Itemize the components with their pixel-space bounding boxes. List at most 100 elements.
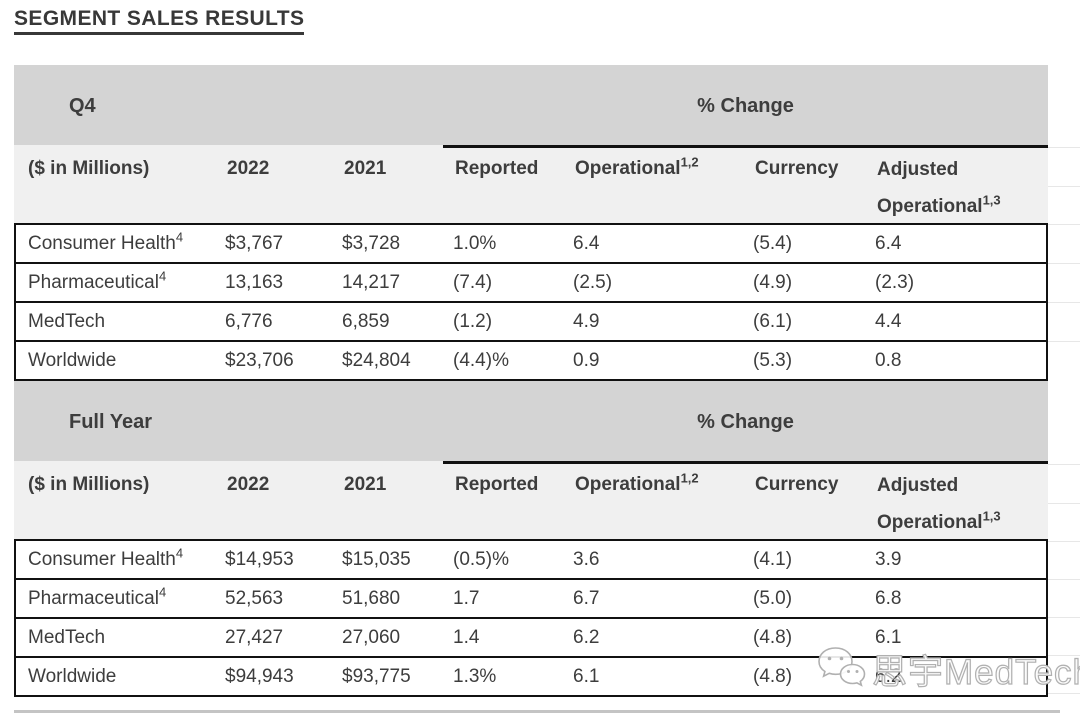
value-operational: 6.7 xyxy=(573,587,600,609)
value-currency: (5.0) xyxy=(753,587,793,609)
col-header-adjusted-operational: Adjusted Operational1,3 xyxy=(865,461,1048,541)
value-reported: 1.4 xyxy=(453,626,480,648)
row-label: Worldwide xyxy=(16,666,215,688)
value-2022: $94,943 xyxy=(225,665,294,687)
value-2022: $23,706 xyxy=(225,349,294,371)
col-header-2021: 2021 xyxy=(344,158,387,179)
percent-change-group-label: % Change xyxy=(697,95,794,117)
value-operational: 6.4 xyxy=(573,232,600,254)
value-2021: $15,035 xyxy=(342,548,411,570)
section-q4: Q4 % Change ($ in Millions) 2022 2021 Re… xyxy=(14,65,1048,381)
col-header-label: ($ in Millions) xyxy=(28,474,150,495)
gridline xyxy=(1048,541,1080,542)
value-adjusted-operational: 3.9 xyxy=(875,548,902,570)
gridline xyxy=(1048,579,1080,580)
next-section-rule xyxy=(14,710,1060,713)
value-2021: $3,728 xyxy=(342,232,401,254)
value-currency: (4.9) xyxy=(753,271,793,293)
col-header-operational: Operational1,2 xyxy=(563,145,743,225)
period-label: Q4 xyxy=(69,95,96,117)
footnote-ref: 4 xyxy=(175,229,184,245)
col-header-reported: Reported xyxy=(455,474,539,495)
segment-name: Worldwide xyxy=(28,349,117,371)
value-reported: (0.5)% xyxy=(453,548,509,570)
value-reported: (4.4)% xyxy=(453,349,509,371)
gridline xyxy=(1048,693,1080,694)
col-header-operational-text: Operational xyxy=(575,474,681,495)
table-row: Worldwide $23,706 $24,804 (4.4)% 0.9 (5.… xyxy=(16,342,1046,379)
footnote-ref: 4 xyxy=(175,545,184,561)
value-currency: (6.1) xyxy=(753,310,793,332)
value-reported: (1.2) xyxy=(453,310,493,332)
table-row: MedTech 27,427 27,060 1.4 6.2 (4.8) 6.1 xyxy=(16,619,1046,658)
gridline xyxy=(1048,655,1080,656)
value-operational: 6.2 xyxy=(573,626,600,648)
value-operational: 6.1 xyxy=(573,665,600,687)
col-header-currency: Currency xyxy=(755,474,839,495)
full-year-data-rows: Consumer Health4 $14,953 $15,035 (0.5)% … xyxy=(14,539,1048,697)
value-reported: 1.7 xyxy=(453,587,480,609)
change-group-rule xyxy=(443,461,1048,464)
value-currency: (5.3) xyxy=(753,349,793,371)
q4-band: Q4 % Change xyxy=(14,65,1048,145)
q4-data-rows: Consumer Health4 $3,767 $3,728 1.0% 6.4 … xyxy=(14,223,1048,381)
section-full-year: Full Year % Change ($ in Millions) 2022 … xyxy=(14,381,1048,697)
page-title: SEGMENT SALES RESULTS xyxy=(14,6,305,35)
gridline xyxy=(1048,617,1080,618)
value-2022: 6,776 xyxy=(225,310,273,332)
value-operational: 3.6 xyxy=(573,548,600,570)
col-header-2021: 2021 xyxy=(344,474,387,495)
gridline xyxy=(1048,147,1080,148)
change-group-rule xyxy=(443,145,1048,148)
segment-name: Pharmaceutical xyxy=(28,271,159,293)
table-row: Consumer Health4 $14,953 $15,035 (0.5)% … xyxy=(16,541,1046,580)
col-header-operational: Operational1,2 xyxy=(563,461,743,541)
table-row: Worldwide $94,943 $93,775 1.3% 6.1 (4.8)… xyxy=(16,658,1046,695)
segment-name: Pharmaceutical xyxy=(28,587,159,609)
footnote-ref: 1,3 xyxy=(982,192,1001,208)
value-reported: (7.4) xyxy=(453,271,493,293)
value-adjusted-operational: 0.8 xyxy=(875,349,902,371)
table-row: Consumer Health4 $3,767 $3,728 1.0% 6.4 … xyxy=(16,225,1046,264)
col-header-adjusted-line1: Adjusted xyxy=(877,475,959,496)
col-header-adjusted-text: Operational xyxy=(877,196,983,217)
footnote-ref: 1,3 xyxy=(982,508,1001,524)
footnote-ref: 1,2 xyxy=(680,470,699,486)
percent-change-group-label: % Change xyxy=(697,411,794,433)
gridline xyxy=(1048,302,1080,303)
full-year-band: Full Year % Change xyxy=(14,381,1048,461)
value-adjusted-operational: (2.3) xyxy=(875,271,915,293)
table-row: Pharmaceutical4 52,563 51,680 1.7 6.7 (5… xyxy=(16,580,1046,619)
table-row: Pharmaceutical4 13,163 14,217 (7.4) (2.5… xyxy=(16,264,1046,303)
value-2021: 51,680 xyxy=(342,587,401,609)
value-2021: 14,217 xyxy=(342,271,401,293)
col-header-operational-text: Operational xyxy=(575,158,681,179)
gridline xyxy=(1048,341,1080,342)
value-operational: (2.5) xyxy=(573,271,613,293)
col-header-adjusted-operational: Adjusted Operational1,3 xyxy=(865,145,1048,225)
col-header-reported: Reported xyxy=(455,158,539,179)
value-adjusted-operational: 4.4 xyxy=(875,310,902,332)
value-reported: 1.0% xyxy=(453,232,497,254)
col-header-currency: Currency xyxy=(755,158,839,179)
value-currency: (5.4) xyxy=(753,232,793,254)
segment-sales-table: Q4 % Change ($ in Millions) 2022 2021 Re… xyxy=(14,65,1048,697)
value-currency: (4.8) xyxy=(753,665,793,687)
gridline xyxy=(1048,263,1080,264)
row-label: Consumer Health4 xyxy=(16,230,215,255)
value-2021: $93,775 xyxy=(342,665,411,687)
segment-name: Consumer Health xyxy=(28,232,176,254)
value-2021: 27,060 xyxy=(342,626,401,648)
segment-name: MedTech xyxy=(28,626,106,648)
col-header-adjusted-line2: Operational1,3 xyxy=(877,504,1048,541)
value-2022: 52,563 xyxy=(225,587,284,609)
col-header-adjusted-line2: Operational1,3 xyxy=(877,188,1048,225)
row-label: Pharmaceutical4 xyxy=(16,585,215,610)
value-2022: 27,427 xyxy=(225,626,284,648)
col-header-2022: 2022 xyxy=(227,474,270,495)
q4-column-header-row: ($ in Millions) 2022 2021 Reported Opera… xyxy=(14,145,1048,223)
value-2022: $3,767 xyxy=(225,232,284,254)
footnote-ref: 1,2 xyxy=(680,154,699,170)
value-adjusted-operational: 6.2 xyxy=(875,665,902,687)
